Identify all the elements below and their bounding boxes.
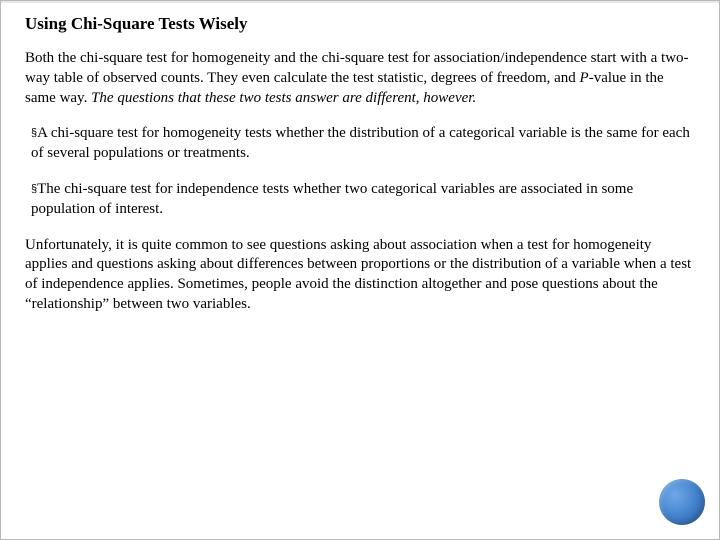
bullet-homogeneity: §A chi-square test for homogeneity tests… [25, 124, 695, 164]
top-edge-rule [1, 1, 719, 3]
slide: Using Chi-Square Tests Wisely Both the c… [0, 0, 720, 540]
bullet-independence: §The chi-square test for independence te… [25, 180, 695, 220]
bullet-homogeneity-text: A chi-square test for homogeneity tests … [31, 125, 690, 161]
bullet-independence-text: The chi-square test for independence tes… [31, 181, 633, 217]
p-value-letter: P [580, 70, 589, 86]
intro-emphasis: The questions that these two tests answe… [91, 90, 476, 106]
closing-paragraph: Unfortunately, it is quite common to see… [25, 236, 695, 315]
slide-title: Using Chi-Square Tests Wisely [25, 13, 695, 35]
decorative-circle-icon [659, 479, 705, 525]
intro-paragraph: Both the chi-square test for homogeneity… [25, 49, 695, 108]
